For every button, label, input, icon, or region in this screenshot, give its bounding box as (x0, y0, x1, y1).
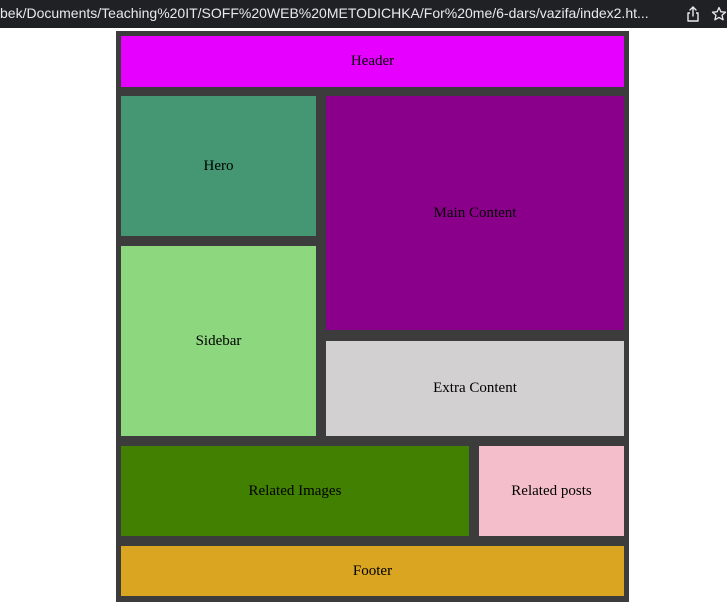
header-block: Header (121, 36, 624, 87)
share-icon[interactable] (683, 4, 703, 24)
main-content-block: Main Content (326, 96, 624, 330)
related-posts-label: Related posts (511, 482, 592, 499)
main-content-label: Main Content (433, 204, 517, 221)
footer-label: Footer (352, 562, 393, 579)
sidebar-label: Sidebar (195, 332, 242, 349)
related-posts-block: Related posts (479, 446, 624, 536)
related-images-block: Related Images (121, 446, 469, 536)
header-label: Header (350, 53, 395, 69)
extra-content-block: Extra Content (326, 341, 624, 436)
star-icon[interactable] (709, 4, 727, 24)
hero-block: Hero (121, 96, 316, 236)
hero-label: Hero (203, 157, 234, 174)
page-grid-container: Header Hero Main Content Sidebar Extra C… (116, 31, 629, 602)
footer-block: Footer (121, 546, 624, 596)
browser-address-bar[interactable]: bek/Documents/Teaching%20IT/SOFF%20WEB%2… (0, 0, 727, 28)
url-text[interactable]: bek/Documents/Teaching%20IT/SOFF%20WEB%2… (0, 5, 649, 21)
sidebar-block: Sidebar (121, 246, 316, 436)
extra-content-label: Extra Content (433, 380, 517, 396)
related-images-label: Related Images (248, 482, 342, 499)
